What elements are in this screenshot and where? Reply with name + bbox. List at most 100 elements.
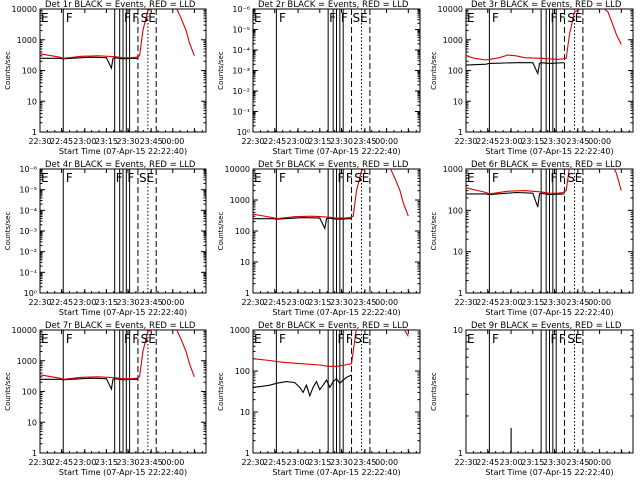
x-tick-label: 23:15 bbox=[95, 458, 118, 467]
y-tick-label: 100 bbox=[448, 67, 463, 76]
x-tick-label: 23:15 bbox=[95, 137, 118, 146]
x-tick-label: 23:45 bbox=[566, 298, 589, 307]
y-tick-label: 10000 bbox=[12, 5, 37, 14]
chart-title: Det 8r BLACK = Events, RED = LLD bbox=[258, 321, 409, 331]
x-tick-label: 23:15 bbox=[308, 458, 331, 467]
flag-label-se: SE bbox=[353, 11, 368, 25]
x-tick-label: 23:00 bbox=[287, 137, 310, 146]
x-tick-label: 00:00 bbox=[375, 298, 398, 307]
y-tick-label: 1 bbox=[458, 289, 463, 298]
y-axis-label: Counts/sec bbox=[4, 372, 12, 411]
x-tick-label: 22:30 bbox=[454, 458, 477, 467]
y-tick-label: 10 bbox=[453, 97, 463, 106]
y-tick-label: 10⁻¹ bbox=[19, 268, 37, 277]
x-tick-label: 23:30 bbox=[330, 137, 353, 146]
y-tick-label: 10⁻³ bbox=[19, 227, 37, 236]
flag-label-f: F bbox=[551, 11, 558, 25]
y-tick-label: 10 bbox=[453, 248, 463, 257]
x-tick-label: 23:15 bbox=[521, 298, 544, 307]
events-series-line bbox=[466, 62, 565, 76]
flag-label-f: F bbox=[338, 332, 345, 346]
y-tick-label: 1 bbox=[245, 289, 250, 298]
flag-label-e: E bbox=[41, 332, 49, 346]
y-tick-label: 10⁻⁴ bbox=[19, 206, 37, 215]
y-tick-label: 10⁻⁶ bbox=[19, 165, 37, 174]
y-tick-label: 100 bbox=[235, 367, 250, 376]
x-tick-label: 23:30 bbox=[543, 137, 566, 146]
flag-label-f: F bbox=[279, 11, 286, 25]
y-tick-label: 10⁻² bbox=[232, 87, 250, 96]
x-tick-label: 22:30 bbox=[241, 137, 264, 146]
x-tick-label: 23:45 bbox=[566, 137, 589, 146]
flag-label-se: SE bbox=[141, 11, 156, 25]
y-tick-label: 1000 bbox=[230, 326, 250, 335]
flag-label-f: F bbox=[559, 11, 566, 25]
lld-series-line bbox=[466, 169, 622, 195]
flag-label-se: SE bbox=[354, 171, 369, 185]
x-tick-label: 00:00 bbox=[161, 458, 184, 467]
x-tick-label: 00:00 bbox=[588, 298, 611, 307]
y-tick-label: 10 bbox=[240, 258, 250, 267]
x-axis-label: Start Time (07-Apr-15 22:22:40) bbox=[272, 147, 400, 156]
x-tick-label: 23:30 bbox=[116, 137, 139, 146]
flag-label-f: F bbox=[346, 332, 353, 346]
y-tick-label: 10000 bbox=[438, 5, 463, 14]
y-axis-label: Counts/sec bbox=[4, 51, 12, 90]
x-tick-label: 23:30 bbox=[543, 458, 566, 467]
chart-panel-det-5r: Det 5r BLACK = Events, RED = LLD 1 10 100 10… bbox=[217, 160, 421, 317]
x-axis-label: Start Time (07-Apr-15 22:22:40) bbox=[59, 308, 187, 317]
y-tick-label: 1 bbox=[32, 449, 37, 458]
y-tick-label: 10⁰ bbox=[24, 289, 37, 298]
x-tick-label: 23:00 bbox=[73, 458, 96, 467]
chart-panel-det-2r: Det 2r BLACK = Events, RED = LLD 10⁰ 10⁻¹ 1… bbox=[217, 0, 421, 156]
x-tick-label: 22:30 bbox=[28, 137, 51, 146]
y-tick-label: 10 bbox=[27, 418, 37, 427]
y-axis-label: Counts/sec bbox=[217, 372, 225, 411]
x-axis-label: Start Time (07-Apr-15 22:22:40) bbox=[485, 468, 613, 477]
y-axis-label: Counts/sec bbox=[217, 212, 225, 251]
y-tick-label: 100 bbox=[235, 227, 250, 236]
x-tick-label: 22:30 bbox=[454, 137, 477, 146]
x-tick-label: 23:30 bbox=[330, 458, 353, 467]
flag-label-se: SE bbox=[567, 332, 582, 346]
y-tick-label: 1 bbox=[32, 128, 37, 137]
x-tick-label: 22:45 bbox=[263, 137, 286, 146]
x-tick-label: 23:30 bbox=[543, 298, 566, 307]
y-tick-label: 1 bbox=[458, 449, 463, 458]
x-tick-label: 00:00 bbox=[161, 137, 184, 146]
chart-title: Det 4r BLACK = Events, RED = LLD bbox=[45, 160, 196, 170]
flag-label-e: E bbox=[254, 11, 262, 25]
flag-label-f: F bbox=[492, 171, 499, 185]
x-tick-label: 23:45 bbox=[566, 458, 589, 467]
x-tick-label: 23:45 bbox=[140, 137, 163, 146]
y-tick-label: 1000 bbox=[443, 165, 463, 174]
x-tick-label: 22:45 bbox=[263, 458, 286, 467]
x-tick-label: 22:45 bbox=[263, 298, 286, 307]
flag-label-f: F bbox=[66, 171, 73, 185]
chart-panel-det-9r: Det 9r BLACK = Events, RED = LLD 1 10 22:30… bbox=[430, 321, 634, 477]
flag-label-se: SE bbox=[567, 171, 582, 185]
chart-title: Det 3r BLACK = Events, RED = LLD bbox=[471, 0, 622, 10]
flag-label-f: F bbox=[551, 171, 558, 185]
flag-label-f: F bbox=[132, 11, 139, 25]
flag-label-se: SE bbox=[141, 332, 156, 346]
x-tick-label: 23:15 bbox=[521, 137, 544, 146]
y-tick-label: 1 bbox=[458, 128, 463, 137]
x-tick-label: 00:00 bbox=[588, 458, 611, 467]
flag-label-e: E bbox=[467, 332, 475, 346]
y-tick-label: 100 bbox=[22, 388, 37, 397]
x-tick-label: 00:00 bbox=[161, 298, 184, 307]
y-axis-label: Counts/sec bbox=[430, 212, 438, 251]
flag-label-f: F bbox=[329, 11, 336, 25]
chart-title: Det 5r BLACK = Events, RED = LLD bbox=[258, 160, 409, 170]
x-tick-label: 23:00 bbox=[287, 458, 310, 467]
flag-label-f: F bbox=[116, 171, 123, 185]
y-tick-label: 10 bbox=[240, 408, 250, 417]
events-series-line bbox=[253, 217, 352, 231]
flag-label-f: F bbox=[338, 171, 345, 185]
y-tick-label: 10⁻⁵ bbox=[19, 186, 37, 195]
flag-label-f: F bbox=[492, 332, 499, 346]
x-tick-label: 22:45 bbox=[50, 458, 73, 467]
x-tick-label: 23:15 bbox=[521, 458, 544, 467]
x-tick-label: 22:45 bbox=[476, 298, 499, 307]
